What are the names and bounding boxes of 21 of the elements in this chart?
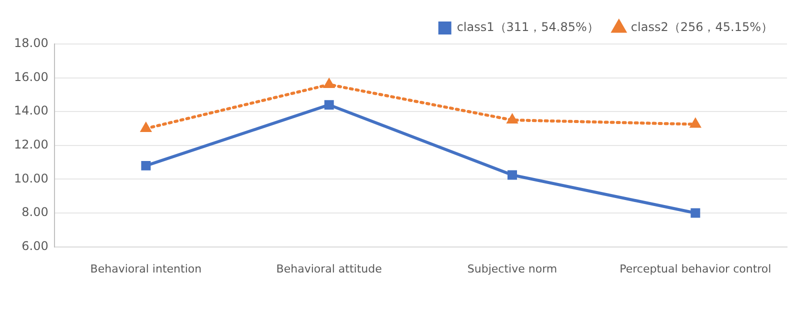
x-tick-label: Perceptual behavior control: [620, 262, 772, 276]
point: [140, 122, 152, 132]
point: [141, 160, 151, 170]
point: [506, 114, 518, 124]
x-tick-label: Subjective norm: [467, 262, 558, 276]
point: [324, 100, 334, 110]
y-tick-label: 18.00: [14, 36, 48, 50]
y-tick-label: 6.00: [22, 238, 48, 253]
y-tick-label: 12.00: [14, 138, 48, 152]
legend-label: class1（311，54.85%）: [456, 20, 599, 34]
x-tick-label: Behavioral intention: [90, 262, 202, 276]
legend-label: class2（256，45.15%）: [630, 20, 774, 34]
y-tick-label: 8.00: [22, 205, 48, 220]
y-tick-label: 16.00: [14, 70, 48, 84]
point: [323, 78, 335, 88]
point: [690, 118, 702, 128]
x-tick-label: Behavioral attitude: [276, 262, 382, 276]
y-tick-label: 14.00: [14, 104, 48, 118]
point: [690, 208, 700, 218]
point: [508, 170, 517, 180]
y-tick-label: 10.00: [14, 171, 48, 186]
